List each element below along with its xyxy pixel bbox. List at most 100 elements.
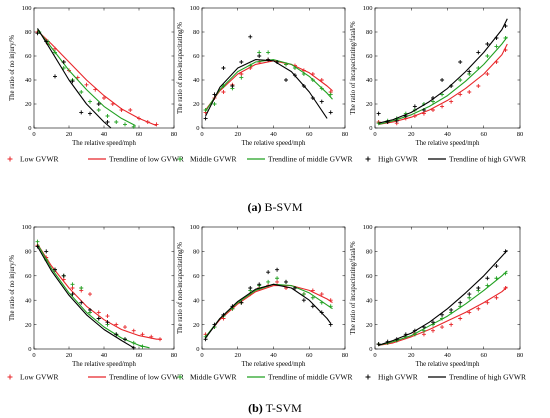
data-point-middle xyxy=(467,295,472,300)
data-point-low xyxy=(458,92,463,97)
data-point-middle xyxy=(70,282,75,287)
data-point-high xyxy=(292,286,297,290)
x-tick-label: 0 xyxy=(200,352,203,359)
y-tick-label: 100 xyxy=(190,5,200,12)
data-point-low xyxy=(84,82,89,87)
data-point-middle xyxy=(494,276,499,281)
x-tick-label: 20 xyxy=(408,352,415,359)
trendline-high xyxy=(205,283,332,339)
data-point-low xyxy=(503,48,508,52)
y-tick-label: 80 xyxy=(366,249,373,256)
axes-frame xyxy=(374,7,521,129)
y-axis-label: The ratio of no injury/% xyxy=(9,35,16,101)
data-point-middle xyxy=(494,44,499,49)
x-tick-label: 0 xyxy=(32,131,35,138)
y-tick-label: 80 xyxy=(366,29,373,36)
x-tick-label: 80 xyxy=(342,131,349,138)
data-point-high xyxy=(431,320,435,325)
data-point-low xyxy=(70,286,75,290)
data-point-high xyxy=(412,104,417,109)
data-point-middle xyxy=(88,99,92,104)
legend-label-high-line: Trendline of high GVWR xyxy=(449,373,526,382)
data-point-high xyxy=(494,264,499,269)
chart-panel-4: 0 20 40 60 80 0 20 40 60 80 100 The relative speed/… xyxy=(9,224,177,368)
legend-2: Low GVWR Trendline of low GVWR Middle GVWR… xyxy=(7,373,526,382)
data-point-high xyxy=(328,322,333,327)
y-tick-label: 20 xyxy=(366,101,373,108)
data-point-high xyxy=(385,120,390,124)
data-point-high xyxy=(230,304,235,309)
data-point-high xyxy=(284,279,289,284)
data-point-low xyxy=(123,325,127,330)
x-tick-label: 0 xyxy=(373,131,376,138)
data-point-high xyxy=(467,292,472,297)
x-tick-label: 40 xyxy=(270,352,277,359)
y-tick-label: 60 xyxy=(193,53,200,60)
axes-frame xyxy=(33,7,175,129)
data-point-middle xyxy=(292,66,297,70)
y-tick-label: 80 xyxy=(25,29,32,36)
x-axis-label: The relative speed/mph xyxy=(416,140,480,147)
legend-label-low-point: Low GVWR xyxy=(20,373,59,382)
y-tick-label: 0 xyxy=(28,346,31,353)
data-point-high xyxy=(421,108,426,112)
data-point-high xyxy=(53,267,57,272)
data-point-high xyxy=(275,60,280,64)
legend-label-middle-point: Middle GVWR xyxy=(190,373,236,382)
data-point-high xyxy=(221,312,226,317)
y-tick-label: 0 xyxy=(28,125,31,132)
x-tick-label: 20 xyxy=(235,131,242,138)
x-tick-label: 0 xyxy=(32,352,35,359)
data-point-middle xyxy=(319,300,324,305)
legend-marker-low xyxy=(7,156,13,162)
data-point-high xyxy=(310,96,315,100)
data-point-low xyxy=(140,332,145,337)
data-point-high xyxy=(266,57,271,62)
data-point-low xyxy=(449,322,454,327)
y-tick-label: 80 xyxy=(193,29,200,36)
y-tick-label: 40 xyxy=(25,297,32,304)
y-tick-label: 60 xyxy=(366,273,373,280)
data-point-high xyxy=(131,345,136,350)
data-point-high xyxy=(61,60,66,64)
legend-marker-middle xyxy=(177,374,183,380)
data-point-high xyxy=(70,292,75,297)
caption-text: T-SVM xyxy=(263,401,302,415)
chart-panel-3: 0 20 40 60 80 0 20 40 60 80 100 The relative speed/… xyxy=(350,5,523,147)
data-point-high xyxy=(221,66,226,70)
y-tick-label: 60 xyxy=(25,273,32,280)
data-point-high xyxy=(96,102,101,106)
data-point-high xyxy=(70,79,75,84)
x-axis-label: The relative speed/mph xyxy=(416,361,480,368)
x-tick-label: 60 xyxy=(136,131,143,138)
data-point-low xyxy=(110,102,115,106)
x-axis-label: The relative speed/mph xyxy=(72,140,136,147)
data-point-high xyxy=(301,298,306,303)
data-point-middle xyxy=(431,99,435,104)
data-point-middle xyxy=(412,332,417,337)
data-point-high xyxy=(403,114,408,118)
caption-letter: (b) xyxy=(248,401,263,415)
data-point-high xyxy=(494,36,499,40)
data-point-low xyxy=(96,310,101,315)
legend-marker-middle xyxy=(177,156,183,162)
data-point-middle xyxy=(458,304,463,309)
data-point-low xyxy=(485,72,490,76)
data-point-middle xyxy=(503,36,508,40)
x-tick-label: 80 xyxy=(171,131,178,138)
data-point-high xyxy=(35,244,40,249)
y-tick-label: 40 xyxy=(366,77,373,84)
x-tick-label: 80 xyxy=(342,352,349,359)
x-tick-label: 0 xyxy=(200,131,203,138)
y-tick-label: 100 xyxy=(363,224,373,231)
data-point-low xyxy=(494,295,499,300)
caption-text: B-SVM xyxy=(261,200,302,214)
y-tick-label: 0 xyxy=(196,346,199,353)
data-point-middle xyxy=(140,344,145,349)
data-point-middle xyxy=(440,92,445,97)
data-point-high xyxy=(275,267,280,272)
trendline-middle xyxy=(37,29,136,127)
data-point-middle xyxy=(301,72,306,76)
data-point-high xyxy=(328,110,333,115)
